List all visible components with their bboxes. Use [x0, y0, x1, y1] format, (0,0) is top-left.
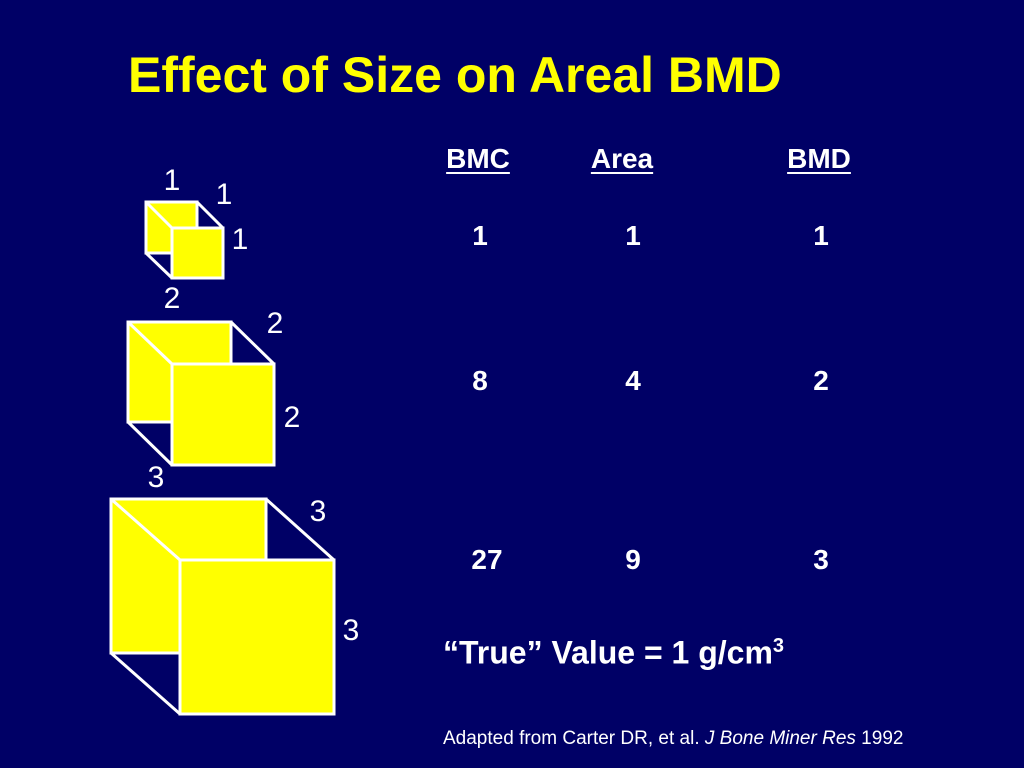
cube-medium-width-label: 2 [163, 282, 181, 315]
cube-large-depth-label: 3 [309, 495, 327, 528]
cube-small-edge [144, 251, 174, 280]
cell-bmd-row1: 1 [813, 220, 829, 251]
cube-large-edge [110, 651, 181, 716]
cube-medium-height-label: 2 [283, 401, 301, 434]
true-value-label: “True” Value = 1 g/cm [443, 634, 773, 671]
cube-large-front-face [178, 558, 336, 716]
cube-medium-depth-label: 2 [266, 307, 284, 340]
cube-small-height-label: 1 [231, 223, 249, 256]
cube-small-front-face [170, 226, 225, 280]
citation-year: 1992 [855, 728, 904, 749]
cell-bmc-row2: 8 [472, 365, 488, 396]
header-bmd: BMD [787, 143, 851, 174]
cube-medium-front-face [170, 362, 276, 467]
cell-area-row3: 9 [625, 544, 641, 575]
header-area: Area [590, 143, 654, 174]
cube-large-width-label: 3 [147, 461, 165, 494]
cube-small [144, 200, 225, 280]
cube-large-height-label: 3 [342, 614, 360, 647]
cube-medium [126, 320, 276, 467]
citation-prefix: Adapted from Carter DR, et al. [443, 728, 705, 749]
cell-bmc-row1: 1 [472, 220, 488, 251]
cube-small-depth-label: 1 [215, 178, 233, 211]
citation: Adapted from Carter DR, et al. J Bone Mi… [443, 729, 903, 748]
cube-small-edge [195, 200, 225, 230]
cube-large-edge [110, 497, 181, 562]
cube-small-width-label: 1 [163, 164, 181, 197]
cell-bmd-row2: 2 [813, 365, 829, 396]
cell-bmd-row3: 3 [813, 544, 829, 575]
cube-medium-edge [126, 420, 174, 467]
cube-medium-edge [229, 320, 276, 366]
cell-area-row1: 1 [625, 220, 641, 251]
citation-journal: J Bone Miner Res [704, 728, 856, 749]
cube-large [109, 497, 336, 716]
header-bmc: BMC [446, 143, 510, 174]
slide-title: Effect of Size on Areal BMD [128, 47, 782, 103]
cube-small-edge [144, 200, 174, 230]
true-value-text: “True” Value = 1 g/cm3 [443, 636, 784, 669]
cell-bmc-row3: 27 [471, 544, 503, 575]
cube-medium-edge [126, 320, 174, 366]
cube-large-edge [264, 497, 336, 562]
true-value-superscript: 3 [772, 635, 785, 657]
cell-area-row2: 4 [625, 365, 641, 396]
